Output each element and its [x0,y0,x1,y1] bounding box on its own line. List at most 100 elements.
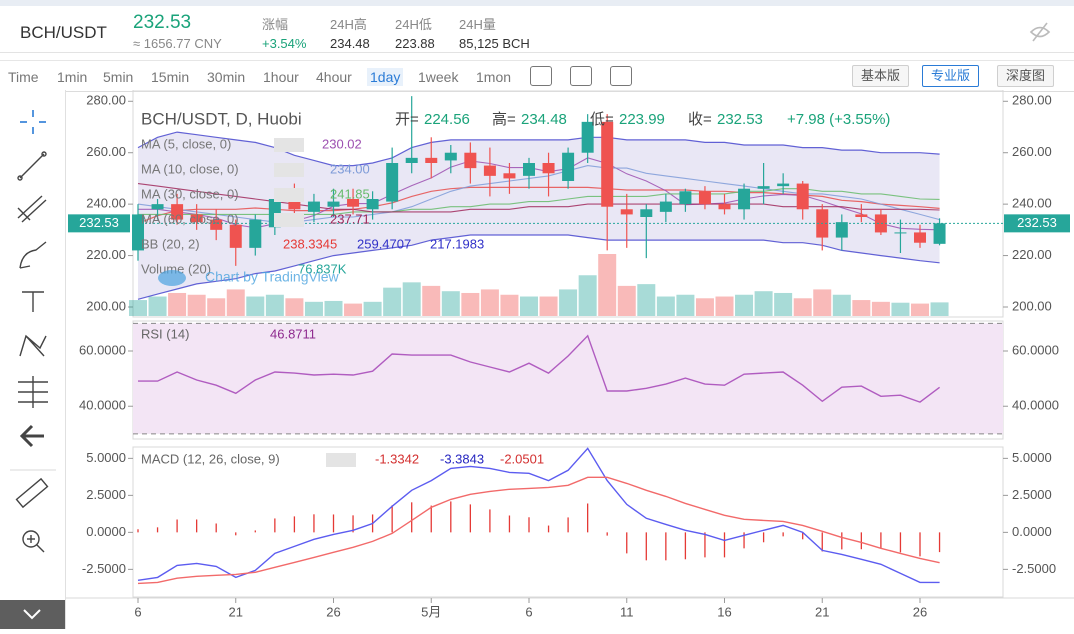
interval-button[interactable]: 1week [418,69,459,85]
volume-bar [559,289,578,316]
volume-bar [129,300,147,316]
legend-name: MA (60, close, 0) [141,211,239,226]
y-tick-label: 200.00 [1012,298,1052,313]
brush-tool[interactable] [19,241,47,269]
legend-name: RSI (14) [141,326,189,341]
stat-label: 24H量 [459,17,496,32]
y-tick-label: 260.00 [1012,144,1052,159]
y-tick-label: 240.00 [1012,196,1052,211]
candle-body [679,191,692,205]
legend-icons [274,188,304,202]
legend-value: 76.837K [298,261,347,276]
volume-bar [461,292,480,316]
price-tag-label: 232.53 [1017,215,1057,230]
y-tick-label: 280.00 [1012,93,1052,108]
volume-bar [656,296,675,316]
market-header: BCH/USDT 232.53 ≈ 1656.77 CNY 涨幅 +3.54% … [0,6,1074,53]
y-tick-label: -2.5000 [82,561,126,576]
pair: BCH/USDT [20,23,107,42]
stat-value: 223.88 [395,36,435,51]
volume-bar [363,301,382,316]
watermark: Chart by TradingView [205,269,339,285]
ohlc-value: 234.48 [521,111,567,128]
candle-body [464,152,477,169]
candle-body [425,157,438,163]
candle-body [777,183,790,187]
interval-button[interactable]: 1min [57,69,88,85]
candle-body [523,163,535,176]
view-button[interactable]: 专业版 [922,65,980,87]
legend-value: -2.0501 [500,451,544,466]
candle-body [210,219,223,230]
interval-button[interactable]: 1mon [476,69,512,85]
back-tool[interactable] [19,424,44,448]
text-tool[interactable] [22,291,44,312]
candle-body [933,223,946,244]
legend-name: Volume (20) [141,261,211,276]
volume-bar [578,275,597,316]
volume-bar [598,254,617,316]
legend-value: 230.02 [322,136,362,151]
interval-button[interactable]: 1day [367,68,404,86]
y-tick-label: 5.0000 [1012,450,1052,465]
y-tick-label: 280.00 [86,93,126,108]
volume-bar [246,296,265,316]
view-button[interactable]: 深度图 [997,65,1055,87]
cross-tool[interactable] [20,110,46,134]
legend-icons [274,163,304,177]
x-tick-label: 26 [326,604,340,619]
rsi-line [138,334,941,403]
volume-bar [480,289,499,316]
legend-name: MA (10, close, 0) [141,161,239,176]
candle-body [757,186,770,189]
volume-bar [402,282,421,316]
tool-button[interactable] [570,66,592,86]
bollinger-fill [138,132,940,300]
zoom-tool[interactable] [22,530,45,553]
legend-icons [274,213,304,227]
volume-bar [168,292,187,316]
fib-tool[interactable] [17,195,47,223]
interval-button[interactable]: Time [8,69,39,85]
signal-line [137,476,940,585]
y-tick-label: 220.00 [86,247,126,262]
last-price: 232.53 [133,12,192,33]
legend-value: 238.3345 [283,236,337,251]
legend-icons [326,453,356,467]
volume-bar [148,296,167,316]
toolbar: Time 1min 5min 15min 30min 1hour 4hour 1day 1wee… [0,60,1074,92]
volume-bar [676,294,695,316]
x-tick-label: 26 [913,604,927,619]
change-label: +7.98 (+3.55%) [787,111,890,128]
y-tick-label: 60.0000 [79,342,126,357]
y-tick-label: 240.00 [86,196,126,211]
tool-button[interactable] [530,66,552,86]
cny-price: ≈ 1656.77 CNY [133,36,222,51]
collapse-button[interactable] [0,600,65,629]
candle-body [444,152,457,161]
candle-body [171,204,184,220]
interval-button[interactable]: 15min [151,69,190,85]
measure-tool[interactable] [18,376,48,408]
interval-button[interactable]: 4hour [316,69,352,85]
interval-button[interactable]: 5min [103,69,134,85]
legend-name: BB (20, 2) [141,236,200,251]
pattern-tool[interactable] [19,334,47,357]
view-button[interactable]: 基本版 [852,65,910,87]
ruler-tool[interactable] [15,477,49,509]
candle-body [738,188,751,210]
line-tool[interactable] [17,151,47,181]
interval-button[interactable]: 30min [207,69,246,85]
ohlc-label: 收= [688,111,712,128]
ohlc-value: 232.53 [717,111,763,128]
candle-body [894,232,907,234]
y-tick-label: 220.00 [1012,247,1052,262]
tool-button[interactable] [610,66,632,86]
hide-icon[interactable] [1028,20,1052,44]
candle-body [620,209,633,215]
stat-value: +3.54% [262,36,307,51]
candle-body [386,163,399,202]
interval-button[interactable]: 1hour [263,69,299,85]
